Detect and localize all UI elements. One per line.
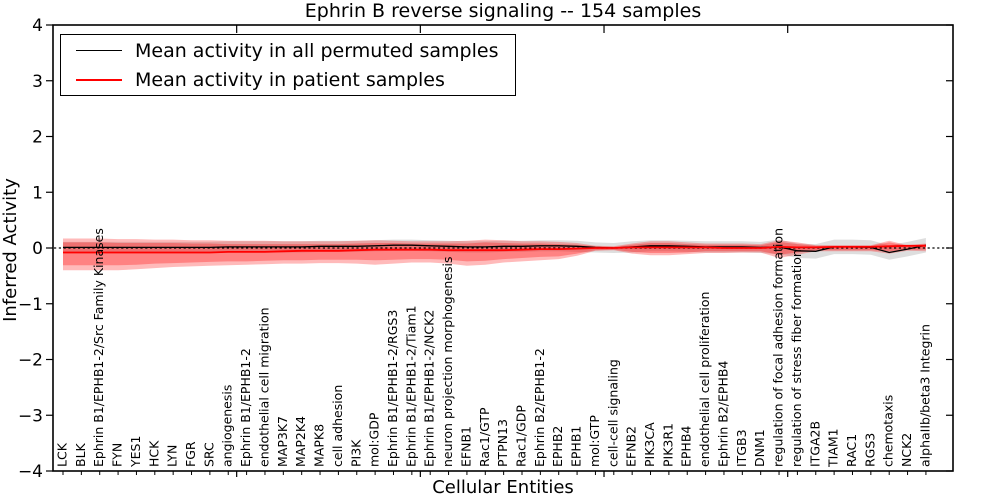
x-tick-label: FYN — [110, 443, 125, 467]
x-tick-label: PTPN13 — [495, 419, 510, 467]
x-tick-label: LCK — [55, 442, 70, 467]
y-tick-label: −2 — [18, 351, 43, 371]
x-tick-label: regulation of stress fiber formation — [789, 249, 804, 467]
patient-mean-line — [63, 244, 926, 254]
x-tick-label: Ephrin B1/EPHB1-2 — [238, 348, 253, 467]
x-tick-label: Ephrin B1/EPHB1-2/Tiam1 — [403, 305, 418, 467]
y-tick-label: −4 — [18, 462, 43, 482]
x-axis-label: Cellular Entities — [432, 477, 574, 498]
x-tick-label: Ephrin B1/EPHB1-2/Src Family Kinases — [91, 228, 106, 467]
permuted-samples-std-band — [63, 238, 926, 260]
x-tick-label: EFNB2 — [624, 426, 639, 467]
x-tick-label: LYN — [165, 445, 180, 467]
x-tick-label: MAP2K4 — [293, 416, 308, 467]
x-tick-label: cell-cell signaling — [605, 359, 620, 467]
x-tick-label: Rac1/GDP — [514, 405, 529, 467]
x-tick-label: mol:GDP — [367, 412, 382, 467]
x-tick-label: HCK — [146, 440, 161, 467]
x-tick-label: MAP3K7 — [275, 416, 290, 467]
legend-label: Mean activity in patient samples — [135, 68, 445, 91]
x-tick-label: EFNB1 — [458, 426, 473, 467]
x-tick-label: endothelial cell proliferation — [697, 292, 712, 467]
x-tick-label: regulation of focal adhesion formation — [771, 228, 786, 467]
x-tick-label: MAPK8 — [312, 424, 327, 467]
y-tick-label: 0 — [32, 239, 43, 259]
y-tick-label: −3 — [18, 406, 43, 426]
x-tick-label: ITGB3 — [734, 429, 749, 467]
x-tick-label: cell adhesion — [330, 385, 345, 467]
y-tick-label: −1 — [18, 295, 43, 315]
black-line-swatch — [76, 50, 122, 51]
y-tick-label: 2 — [32, 128, 43, 148]
x-tick-label: angiogenesis — [220, 385, 235, 467]
legend: Mean activity in all permuted samples Me… — [60, 34, 516, 96]
x-tick-label: EPHB2 — [550, 426, 565, 467]
x-tick-label: neuron projection morphogenesis — [440, 256, 455, 467]
chart-title: Ephrin B reverse signaling -- 154 sample… — [304, 0, 702, 22]
x-tick-label: chemotaxis — [881, 395, 896, 467]
x-tick-label: EPHB1 — [569, 426, 584, 467]
x-tick-label: endothelial cell migration — [257, 307, 272, 467]
x-tick-label: DNM1 — [752, 429, 767, 467]
x-tick-label: YES1 — [128, 436, 143, 468]
x-tick-label: RGS3 — [862, 433, 877, 467]
x-tick-label: NCK2 — [899, 433, 914, 467]
red-line-swatch — [76, 78, 122, 81]
x-tick-label: PIK3R1 — [660, 423, 675, 467]
x-tick-label: PI3K — [348, 439, 363, 467]
x-tick-label: PIK3CA — [642, 422, 657, 467]
x-tick-label: EPHB4 — [679, 426, 694, 467]
x-tick-label: TIAM1 — [826, 428, 841, 468]
x-tick-label: mol:GTP — [587, 415, 602, 467]
x-tick-label: Rac1/GTP — [477, 407, 492, 467]
x-tick-label: Ephrin B1/EPHB1-2/RGS3 — [385, 310, 400, 467]
x-tick-label: FGR — [183, 441, 198, 467]
y-axis-label: Inferred Activity — [0, 178, 21, 322]
x-tick-label: alphaIIb/beta3 Integrin — [917, 324, 932, 467]
x-tick-label: SRC — [201, 442, 216, 467]
x-tick-label: Ephrin B1/EPHB1-2/NCK2 — [422, 310, 437, 467]
x-tick-label: BLK — [73, 442, 88, 467]
x-tick-label: RAC1 — [844, 434, 859, 467]
legend-label: Mean activity in all permuted samples — [135, 39, 499, 62]
y-tick-label: 3 — [32, 72, 43, 92]
legend-item-permuted: Mean activity in all permuted samples — [61, 36, 515, 65]
legend-item-patient: Mean activity in patient samples — [61, 65, 515, 94]
x-tick-label: Ephrin B2/EPHB4 — [716, 361, 731, 467]
x-tick-label: Ephrin B2/EPHB1-2 — [532, 348, 547, 467]
x-tick-label: ITGA2B — [807, 421, 822, 467]
y-tick-label: 1 — [32, 183, 43, 203]
y-tick-label: 4 — [32, 16, 43, 36]
